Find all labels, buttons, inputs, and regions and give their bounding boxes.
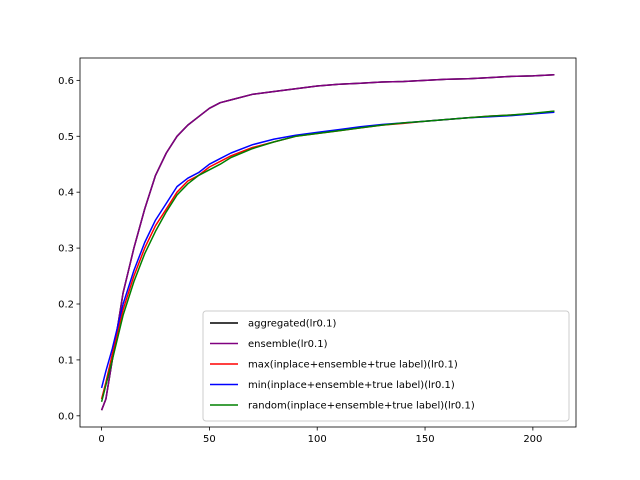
x-tick-label: 150 <box>415 434 434 445</box>
legend-label-0: aggregated(lr0.1) <box>248 319 336 330</box>
series-line-1 <box>100 74 555 411</box>
y-tick-label: 0.4 <box>58 188 74 199</box>
series-layer <box>100 74 555 411</box>
legend-label-4: random(inplace+ensemble+true label)(lr0.… <box>248 401 475 412</box>
x-tick-label: 200 <box>523 434 542 445</box>
plot-frame <box>79 57 577 428</box>
legend-label-1: ensemble(lr0.1) <box>248 339 328 350</box>
legend-box <box>202 310 570 422</box>
y-tick-label: 0.1 <box>58 355 74 366</box>
series-line-4 <box>100 110 555 402</box>
x-tick-label: 100 <box>308 434 327 445</box>
y-tick-label: 0.3 <box>58 244 74 255</box>
y-tick-label: 0.6 <box>58 76 74 87</box>
x-tick-label: 50 <box>203 434 216 445</box>
x-tick-label: 0 <box>98 434 104 445</box>
legend-label-3: min(inplace+ensemble+true label)(lr0.1) <box>248 380 455 391</box>
x-axis-ticks: 0 50 100 150 200 <box>98 427 542 445</box>
y-tick-label: 0.5 <box>58 132 74 143</box>
legend-label-2: max(inplace+ensemble+true label)(lr0.1) <box>248 360 458 371</box>
y-tick-label: 0.2 <box>58 300 74 311</box>
y-tick-label: 0.0 <box>58 411 74 422</box>
legend: aggregated(lr0.1) ensemble(lr0.1) max(inpl… <box>202 310 570 422</box>
y-axis-ticks: 0.0 0.1 0.2 0.3 0.4 0.5 0.6 <box>58 76 80 422</box>
